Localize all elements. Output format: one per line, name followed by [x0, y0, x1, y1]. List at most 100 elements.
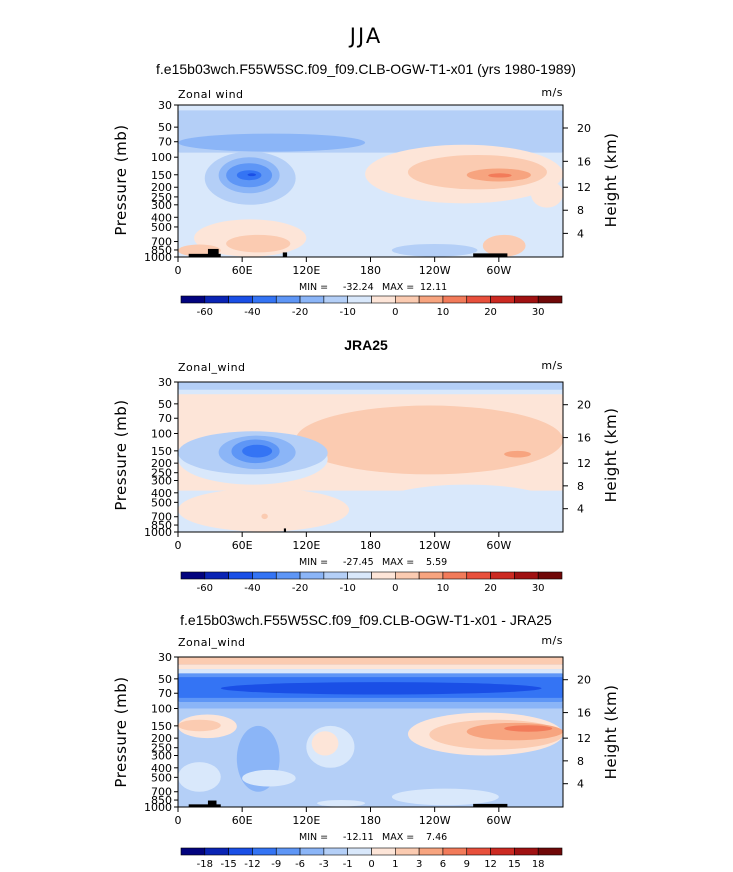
longitude-tick-label: 0 — [175, 539, 182, 552]
colorbar-swatch — [395, 295, 420, 304]
contour-region — [482, 234, 526, 257]
pressure-tick-label: 700 — [151, 511, 172, 524]
panel-3-title: f.e15b03wch.F55W5SC.f09_f09.CLB-OGW-T1-x… — [180, 612, 552, 628]
panel-1: f.e15b03wch.F55W5SC.f09_f09.CLB-OGW-T1-x… — [112, 61, 620, 318]
panel-3-longitude-axis: 0 60E 120E 180 120W 60W — [175, 807, 511, 827]
contour-region — [504, 725, 553, 732]
height-tick-label: 4 — [577, 503, 584, 516]
pressure-tick-label: 30 — [158, 99, 172, 112]
longitude-tick-label: 120W — [419, 814, 451, 827]
pressure-tick-label: 250 — [151, 467, 172, 480]
colorbar-swatch — [347, 295, 372, 304]
pressure-tick-label: 300 — [151, 199, 172, 212]
panel-1-min-label: MIN = — [299, 282, 328, 293]
pressure-tick-label: 50 — [158, 121, 172, 134]
colorbar-swatch — [418, 571, 444, 580]
panel-1-terrain — [188, 248, 508, 257]
height-tick-label: 4 — [577, 227, 584, 240]
panel-3-contour-field — [178, 657, 563, 807]
colorbar-tick-label: -40 — [244, 307, 260, 318]
colorbar-tick-label: 30 — [532, 583, 545, 594]
colorbar-swatch — [299, 847, 325, 856]
colorbar-swatch — [228, 295, 253, 304]
colorbar-swatch — [442, 295, 468, 304]
longitude-tick-label: 120W — [419, 539, 451, 552]
contour-region — [295, 405, 563, 475]
pressure-tick-label: 150 — [151, 169, 172, 182]
colorbar-swatch — [228, 571, 253, 580]
colorbar-tick-label: -10 — [340, 583, 356, 594]
pressure-tick-label: 70 — [158, 136, 172, 149]
panel-2-min-value: -27.45 — [343, 557, 374, 568]
colorbar-tick-label: -20 — [292, 583, 308, 594]
contour-region — [391, 243, 478, 257]
colorbar-swatch — [371, 571, 396, 580]
colorbar-tick-label: -18 — [197, 859, 213, 870]
terrain-block — [282, 252, 288, 257]
pressure-tick-label: 300 — [151, 749, 172, 762]
panel-3-units-label: m/s — [541, 634, 563, 647]
panel-1-contour-field — [178, 105, 563, 257]
colorbar-swatch — [537, 847, 563, 856]
pressure-tick-label: 30 — [158, 651, 172, 664]
panel-2-min-label: MIN = — [299, 557, 328, 568]
contour-region — [220, 682, 542, 695]
colorbar-swatch — [180, 295, 206, 304]
terrain-block — [473, 803, 508, 807]
pressure-tick-label: 100 — [151, 151, 172, 164]
longitude-tick-label: 0 — [175, 814, 182, 827]
colorbar-swatch — [347, 571, 372, 580]
pressure-tick-label: 150 — [151, 445, 172, 458]
pressure-tick-label: 400 — [151, 487, 172, 500]
pressure-tick-label: 100 — [151, 428, 172, 441]
height-tick-label: 20 — [577, 399, 591, 412]
colorbar-tick-label: -1 — [343, 859, 353, 870]
colorbar-swatch — [204, 295, 229, 304]
terrain-block — [207, 248, 219, 257]
colorbar-tick-label: -60 — [197, 583, 213, 594]
colorbar-swatch — [323, 571, 348, 580]
pressure-tick-label: 850 — [151, 244, 172, 257]
panel-1-units-label: m/s — [541, 86, 563, 99]
longitude-tick-label: 120W — [419, 264, 451, 277]
longitude-tick-label: 60W — [486, 814, 511, 827]
height-tick-label: 8 — [577, 480, 584, 493]
colorbar-tick-label: -6 — [295, 859, 305, 870]
height-tick-label: 20 — [577, 122, 591, 135]
panel-2-longitude-axis: 0 60E 120E 180 120W 60W — [175, 532, 511, 552]
colorbar-tick-label: -40 — [244, 583, 260, 594]
colorbar-tick-label: 1 — [392, 859, 398, 870]
terrain-block — [283, 528, 287, 532]
contour-region — [247, 173, 257, 177]
colorbar-tick-label: -20 — [292, 307, 308, 318]
terrain-block — [188, 804, 221, 807]
pressure-tick-label: 70 — [158, 412, 172, 425]
terrain-block — [207, 800, 217, 807]
longitude-tick-label: 180 — [360, 539, 381, 552]
pressure-tick-label: 1000 — [144, 801, 172, 814]
longitude-tick-label: 120E — [292, 264, 320, 277]
colorbar-swatch — [514, 571, 539, 580]
panel-1-max-value: 12.11 — [420, 282, 447, 293]
colorbar-swatch — [252, 847, 277, 856]
height-tick-label: 16 — [577, 155, 591, 168]
contour-region — [178, 719, 221, 732]
contour-region — [177, 488, 350, 532]
contour-region — [226, 234, 291, 253]
colorbar-swatch — [275, 847, 301, 856]
pressure-tick-label: 30 — [158, 376, 172, 389]
panel-3-height-axis: 20 16 12 8 4 — [563, 674, 591, 791]
colorbar-tick-label: 9 — [464, 859, 470, 870]
colorbar-tick-label: -12 — [244, 859, 260, 870]
pressure-tick-label: 500 — [151, 771, 172, 784]
longitude-tick-label: 120E — [292, 539, 320, 552]
contour-region — [530, 180, 563, 208]
pressure-tick-label: 100 — [151, 703, 172, 716]
pressure-tick-label: 850 — [151, 794, 172, 807]
contour-band — [178, 382, 563, 390]
contour-region — [242, 769, 296, 787]
pressure-tick-label: 700 — [151, 236, 172, 249]
panel-2-contour-field — [177, 382, 563, 532]
